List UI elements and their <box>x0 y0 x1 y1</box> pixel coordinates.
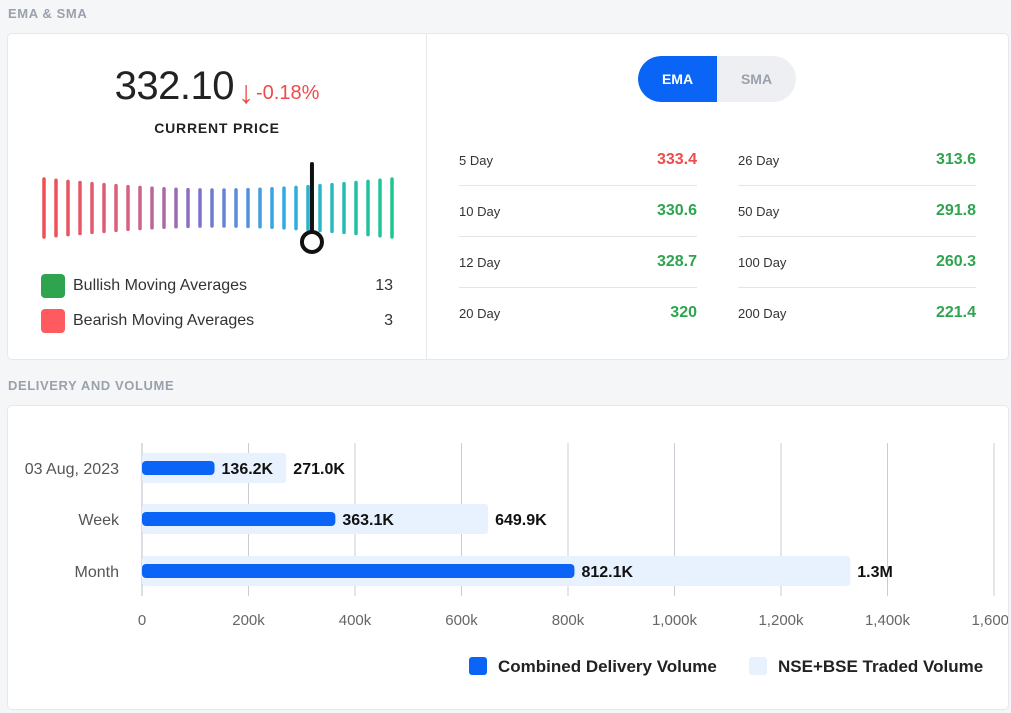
ma-period: 12 Day <box>459 255 501 270</box>
traded-value-label: 271.0K <box>293 461 345 478</box>
delivery-value-label: 812.1K <box>581 564 633 581</box>
ma-period: 100 Day <box>738 255 787 270</box>
ma-row: 12 Day 328.7 <box>459 237 697 288</box>
traded-value-label: 1.3M <box>857 564 893 581</box>
x-tick-label: 1,000k <box>652 612 698 629</box>
ma-value: 291.8 <box>935 202 976 219</box>
delivery-value-label: 136.2K <box>222 461 274 478</box>
ma-value: 221.4 <box>935 304 976 321</box>
ma-period: 5 Day <box>459 153 493 168</box>
ema-card: 332.10 ↓ -0.18% CURRENT PRICE Bullish Movi… <box>7 33 1009 360</box>
current-price-block: 332.10 ↓ -0.18% <box>8 64 426 110</box>
tab-sma[interactable]: SMA <box>740 71 773 87</box>
sentiment-gauge <box>42 162 394 254</box>
ema-sma-toggle[interactable]: EMA SMA <box>638 56 796 102</box>
ma-value: 333.4 <box>656 151 697 168</box>
category-label: Week <box>78 512 120 529</box>
delivery-volume-bar[interactable] <box>142 564 575 578</box>
bearish-label: Bearish Moving Averages <box>73 312 255 329</box>
ma-period: 26 Day <box>738 153 780 168</box>
tab-ema[interactable]: EMA <box>638 56 717 102</box>
ma-table-left: 5 Day 333.4 10 Day 330.6 12 Day 328.7 20 Da… <box>459 135 697 339</box>
ma-value: 328.7 <box>656 253 697 270</box>
current-price-label: CURRENT PRICE <box>154 120 280 136</box>
legend-traded-label[interactable]: NSE+BSE Traded Volume <box>778 657 983 676</box>
legend-delivery-swatch[interactable] <box>469 657 487 675</box>
ma-row: 20 Day 320 <box>459 288 697 339</box>
category-label: 03 Aug, 2023 <box>25 461 119 478</box>
ma-value: 330.6 <box>656 202 697 219</box>
bearish-count: 3 <box>384 312 393 329</box>
x-tick-label: 200k <box>232 612 265 629</box>
ma-period: 10 Day <box>459 204 501 219</box>
volume-card: 0 200k 400k 600k 800k 1,000k 1,200k 1,400k 1,600… <box>7 405 1009 710</box>
ma-period: 50 Day <box>738 204 780 219</box>
x-tick-label: 1,200k <box>758 612 804 629</box>
card-divider <box>426 34 427 359</box>
category-label: Month <box>75 564 119 581</box>
volume-section-title: DELIVERY AND VOLUME <box>8 378 175 393</box>
ma-table-right: 26 Day 313.6 50 Day 291.8 100 Day 260.3 200… <box>738 135 976 339</box>
price-change: -0.18% <box>255 82 320 104</box>
ma-row: 26 Day 313.6 <box>738 135 976 186</box>
current-price: 332.10 <box>114 64 235 108</box>
x-tick-label: 800k <box>552 612 585 629</box>
ma-row: 200 Day 221.4 <box>738 288 976 339</box>
ma-value: 313.6 <box>935 151 976 168</box>
ema-section-title: EMA & SMA <box>8 6 88 21</box>
legend-bearish: Bearish Moving Averages 3 <box>41 309 393 333</box>
gauge-needle-knob <box>299 230 324 254</box>
bullish-count: 13 <box>375 277 393 294</box>
delivery-value-label: 363.1K <box>342 512 394 529</box>
ma-row: 50 Day 291.8 <box>738 186 976 237</box>
bullish-label: Bullish Moving Averages <box>73 277 248 294</box>
ma-row: 100 Day 260.3 <box>738 237 976 288</box>
bullish-swatch <box>41 274 65 298</box>
ma-row: 5 Day 333.4 <box>459 135 697 186</box>
ma-period: 200 Day <box>738 306 787 321</box>
x-tick-label: 0 <box>138 612 146 629</box>
ma-row: 10 Day 330.6 <box>459 186 697 237</box>
x-tick-label: 400k <box>339 612 372 629</box>
x-tick-label: 600k <box>445 612 478 629</box>
delivery-volume-bar[interactable] <box>142 512 336 526</box>
x-tick-label: 1,600k <box>971 612 1008 629</box>
arrow-down-icon: ↓ <box>237 74 254 110</box>
legend-bullish: Bullish Moving Averages 13 <box>41 274 393 298</box>
ma-value: 320 <box>670 304 697 321</box>
traded-value-label: 649.9K <box>495 512 547 529</box>
legend-traded-swatch[interactable] <box>749 657 767 675</box>
legend-delivery-label[interactable]: Combined Delivery Volume <box>498 657 717 676</box>
bearish-swatch <box>41 309 65 333</box>
ma-period: 20 Day <box>459 306 501 321</box>
delivery-volume-bar[interactable] <box>142 461 215 475</box>
ma-value: 260.3 <box>935 253 976 270</box>
x-tick-label: 1,400k <box>865 612 911 629</box>
volume-chart: 0 200k 400k 600k 800k 1,000k 1,200k 1,400k 1,600… <box>25 443 1008 676</box>
